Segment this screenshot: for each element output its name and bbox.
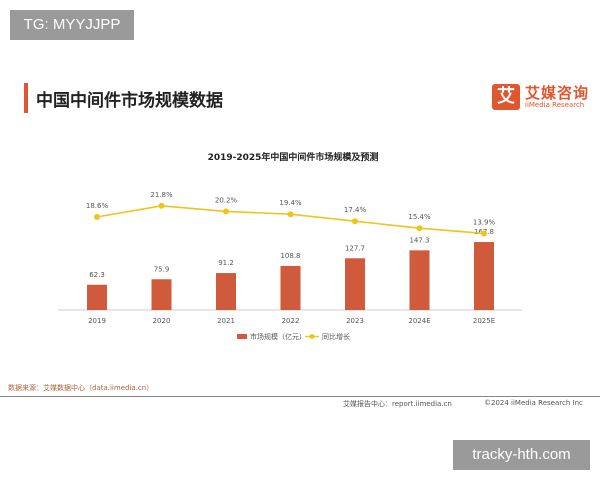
legend-bar-swatch xyxy=(237,334,247,339)
bar xyxy=(280,265,301,310)
growth-point xyxy=(287,211,294,218)
growth-label: 17.4% xyxy=(344,206,367,214)
page-title: 中国中间件市场规模数据 xyxy=(36,91,223,111)
logo-mark: 艾 xyxy=(492,84,520,110)
bar xyxy=(345,258,365,310)
growth-point xyxy=(352,218,358,225)
growth-label: 21.8% xyxy=(150,191,173,199)
title-accent-bar xyxy=(24,83,28,113)
bar-label: 75.9 xyxy=(154,265,170,273)
watermark-bottom: tracky-hth.com xyxy=(453,440,590,470)
data-source: 数据来源：艾媒数据中心（data.iimedia.cn） xyxy=(8,384,154,392)
growth-label: 18.6% xyxy=(86,202,109,210)
x-tick-label: 2021 xyxy=(217,317,235,325)
growth-point xyxy=(94,214,100,220)
logo-cn: 艾媒咨询 xyxy=(525,83,590,102)
bar-label: 127.7 xyxy=(345,244,365,252)
logo-en: iiMedia Research xyxy=(525,100,585,109)
growth-label: 19.4% xyxy=(279,199,302,207)
x-tick-label: 2025E xyxy=(473,317,495,325)
bar xyxy=(151,279,172,310)
bar-label: 147.3 xyxy=(409,236,429,244)
bar xyxy=(474,242,494,310)
bar xyxy=(216,273,236,310)
bar xyxy=(409,250,430,310)
bar xyxy=(87,284,107,310)
growth-label: 15.4% xyxy=(408,213,431,221)
growth-point xyxy=(158,202,165,209)
footer-divider xyxy=(0,396,600,397)
x-tick-label: 2023 xyxy=(346,317,364,325)
chart-title: 2019-2025年中国中间件市场规模及预测 xyxy=(208,151,379,163)
legend-bar-label: 市场规模（亿元） xyxy=(250,332,306,341)
growth-label: 13.9% xyxy=(473,218,496,226)
logo: 艾 艾媒咨询 iiMedia Research xyxy=(492,84,589,110)
x-tick-label: 2024E xyxy=(408,317,430,325)
watermark-top: TG: MYYJJPP xyxy=(10,10,134,40)
x-tick-label: 2020 xyxy=(153,317,171,325)
legend-line-marker xyxy=(309,334,315,339)
footer-report: 艾媒报告中心：report.iimedia.cn xyxy=(343,400,452,408)
growth-label: 20.2% xyxy=(215,196,238,204)
bar-label: 91.2 xyxy=(218,259,234,267)
growth-point xyxy=(416,225,423,232)
bar-label: 62.3 xyxy=(89,271,105,279)
growth-point xyxy=(223,208,229,215)
legend-line-label: 同比增长 xyxy=(322,332,350,341)
x-tick-label: 2022 xyxy=(282,317,300,325)
x-tick-label: 2019 xyxy=(88,317,106,325)
growth-point xyxy=(481,230,487,237)
bar-label: 108.8 xyxy=(280,252,300,260)
footer-copyright: ©2024 iiMedia Research Inc xyxy=(484,399,583,407)
